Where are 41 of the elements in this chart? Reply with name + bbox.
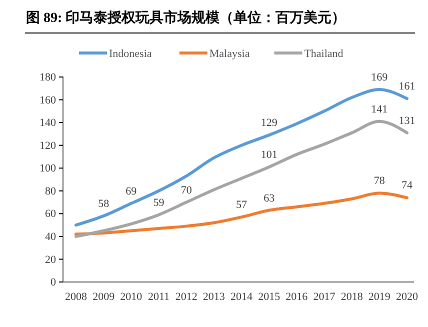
x-tick-label: 2016 (286, 290, 308, 303)
legend-label: Malaysia (209, 48, 250, 60)
y-tick-label: 120 (40, 140, 56, 152)
y-tick-label: 20 (45, 254, 56, 266)
data-label: 58 (98, 198, 110, 210)
chart-title: 图 89: 印马泰授权玩具市场规模（单位：百万美元） (26, 9, 346, 26)
x-tick-label: 2009 (92, 290, 116, 303)
x-tick-label: 2015 (258, 290, 281, 303)
x-tick-label: 2017 (313, 290, 336, 303)
x-tick-label: 2014 (230, 290, 253, 303)
data-label: 74 (402, 180, 413, 192)
x-tick-label: 2019 (368, 290, 391, 303)
x-tick-label: 2012 (175, 290, 198, 303)
data-label: 78 (374, 175, 386, 188)
data-label: 161 (398, 80, 416, 93)
y-tick-label: 60 (45, 208, 56, 220)
legend-label: Thailand (304, 48, 344, 60)
y-tick-label: 100 (40, 162, 56, 175)
x-tick-label: 2010 (120, 290, 143, 303)
x-tick-label: 2011 (148, 290, 170, 303)
x-tick-label: 2020 (396, 290, 418, 303)
y-tick-label: 80 (45, 185, 56, 198)
y-tick-label: 180 (40, 72, 56, 84)
x-tick-label: 2013 (202, 290, 226, 303)
data-label: 129 (260, 117, 278, 130)
y-tick-label: 40 (45, 230, 56, 243)
y-tick-label: 140 (40, 117, 56, 130)
data-label: 57 (236, 199, 248, 212)
data-label: 141 (371, 103, 388, 116)
data-label: 63 (264, 192, 276, 204)
data-label: 70 (180, 184, 192, 196)
data-label: 131 (398, 114, 416, 127)
x-tick-label: 2008 (65, 290, 88, 303)
data-label: 69 (126, 185, 138, 198)
data-label: 59 (153, 196, 165, 209)
x-tick-label: 2018 (340, 290, 364, 303)
y-tick-label: 160 (40, 94, 56, 106)
data-label: 169 (371, 72, 388, 84)
legend-label: Indonesia (109, 48, 152, 60)
y-tick-label: 0 (50, 276, 56, 289)
data-label: 101 (260, 148, 278, 161)
